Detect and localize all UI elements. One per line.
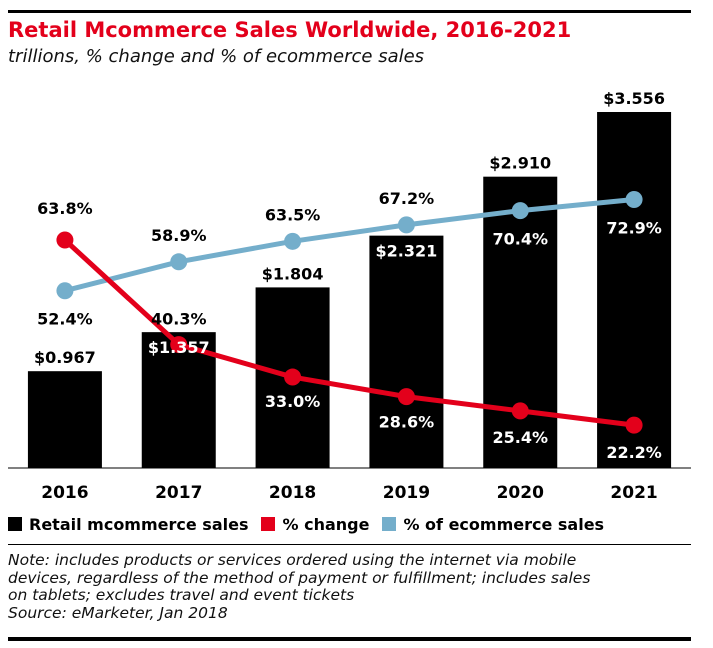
ecommerce-share-label-2017: 58.9%: [151, 226, 207, 245]
ecommerce-share-label-2019: 67.2%: [379, 189, 435, 208]
bar-2017: [141, 332, 216, 468]
bar-2020: [483, 176, 558, 468]
combo-chart: $0.967 $1.357 $1.804 $2.321 $2.910 $3.556 63.8…: [8, 89, 691, 503]
legend: Retail mcommerce sales % change % of eco…: [8, 512, 617, 536]
chart-area: $0.967 $1.357 $1.804 $2.321 $2.910 $3.556 63.8…: [0, 80, 713, 510]
ecommerce-share-label-2021: 72.9%: [606, 218, 662, 237]
ecommerce-share-point-2017: [170, 253, 188, 271]
x-tick-label-2021: 2021: [610, 483, 657, 503]
chart-note: Note: includes products or services orde…: [8, 551, 698, 622]
change-line: [62, 237, 637, 428]
note-divider: [8, 544, 691, 545]
ecommerce-share-point-2021: [625, 190, 643, 208]
bar-2016: [27, 371, 102, 468]
ecommerce-share-label-2018: 63.5%: [265, 205, 321, 224]
bottom-rule: [8, 637, 691, 641]
x-tick-label-2016: 2016: [41, 483, 88, 503]
note-line: on tablets; excludes travel and event ti…: [8, 586, 355, 604]
legend-item-change: % change: [261, 515, 369, 534]
change-label-2021: 22.2%: [606, 443, 662, 462]
ecommerce-share-label-2016: 52.4%: [37, 310, 93, 329]
ecommerce-share-point-2018: [284, 232, 302, 250]
chart-subtitle: trillions, % change and % of ecommerce s…: [8, 46, 425, 67]
change-point-2020: [511, 402, 529, 420]
bar-2019: [369, 235, 444, 468]
change-label-2018: 33.0%: [265, 392, 321, 411]
change-label-2017: 40.3%: [151, 310, 207, 329]
change-label-2019: 28.6%: [379, 413, 435, 432]
bar-label-2017: $1.357: [148, 338, 210, 357]
x-tick-label-2017: 2017: [155, 483, 202, 503]
source-line: Source: eMarketer, Jan 2018: [8, 603, 228, 622]
legend-swatch-mcommerce: [8, 517, 22, 531]
x-tick-label-2020: 2020: [497, 483, 544, 503]
ecommerce-share-line: [62, 196, 637, 294]
change-label-2016: 63.8%: [37, 199, 93, 218]
bar-label-2021: $3.556: [603, 89, 665, 108]
x-tick-label-2018: 2018: [269, 483, 316, 503]
top-rule: [8, 10, 691, 13]
ecommerce-share-point-2019: [397, 216, 415, 234]
note-line: devices, regardless of the method of pay…: [8, 568, 591, 587]
bar-label-2018: $1.804: [262, 264, 324, 283]
note-line: Note: includes products or services orde…: [8, 551, 577, 569]
change-point-2018: [284, 368, 302, 386]
legend-item-mcommerce: Retail mcommerce sales: [8, 515, 248, 534]
x-tick-label-2019: 2019: [383, 483, 430, 503]
bar-label-2019: $2.321: [376, 242, 438, 261]
legend-label-ecommerce-share: % of ecommerce sales: [403, 514, 605, 534]
change-point-2019: [397, 388, 415, 406]
chart-title: Retail Mcommerce Sales Worldwide, 2016-2…: [8, 18, 572, 42]
legend-label-change: % change: [282, 514, 370, 534]
ecommerce-share-point-2020: [511, 202, 529, 220]
legend-swatch-ecommerce-share: [382, 517, 397, 531]
legend-item-ecommerce-share: % of ecommerce sales: [382, 515, 604, 534]
bar-2021: [597, 112, 672, 468]
change-label-2020: 25.4%: [492, 428, 548, 447]
bar-label-2016: $0.967: [34, 348, 96, 367]
change-point-2016: [56, 231, 74, 249]
change-point-2017: [170, 336, 188, 354]
ecommerce-share-label-2020: 70.4%: [492, 230, 548, 249]
bar-label-2020: $2.910: [489, 154, 551, 173]
legend-swatch-change: [261, 517, 276, 531]
ecommerce-share-point-2016: [56, 282, 74, 300]
legend-label-mcommerce: Retail mcommerce sales: [29, 514, 249, 534]
change-point-2021: [625, 416, 643, 434]
